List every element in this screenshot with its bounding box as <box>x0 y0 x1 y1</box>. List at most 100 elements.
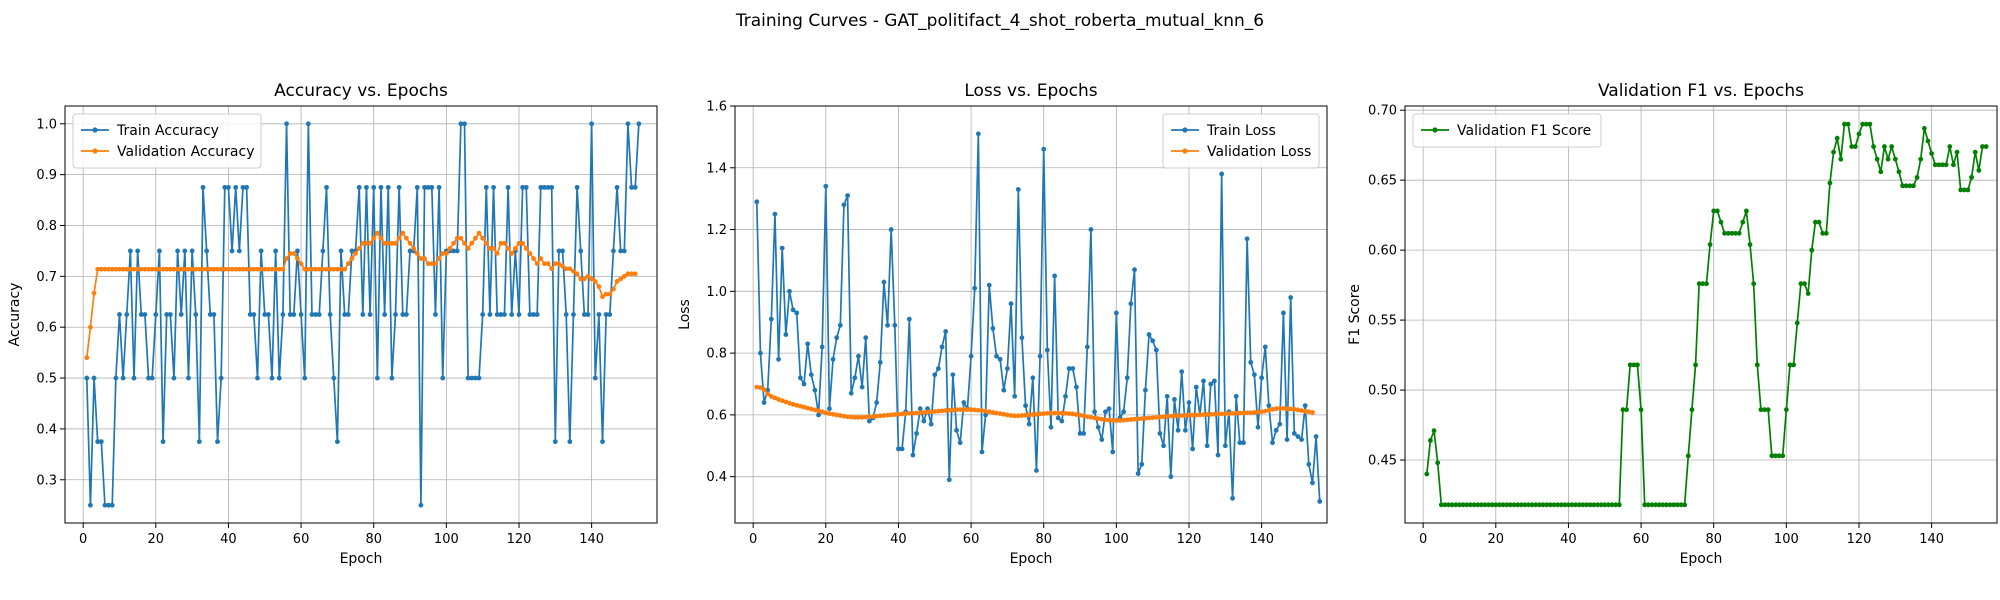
f1-data-point <box>1627 362 1633 368</box>
f1-data-point <box>1591 502 1597 508</box>
loss-data-point <box>1001 411 1007 417</box>
f1-data-point <box>1783 407 1789 413</box>
loss-data-point <box>1088 414 1094 420</box>
loss-data-point <box>939 408 945 414</box>
loss-data-point <box>928 409 934 415</box>
loss-data-point <box>1277 406 1283 411</box>
f1-data-point <box>1791 362 1797 368</box>
f1-data-point <box>1667 502 1673 508</box>
loss-data-point <box>1270 406 1275 412</box>
f1-data-point <box>1947 144 1953 149</box>
f1-data-point <box>1653 502 1658 508</box>
loss-xtick-label: 100 <box>1104 532 1129 547</box>
f1-data-point <box>1831 149 1836 155</box>
accuracy-ytick-label: 0.5 <box>36 372 57 387</box>
accuracy-data-point <box>404 312 409 317</box>
loss-data-point <box>1175 413 1181 419</box>
f1-data-point <box>1507 502 1513 508</box>
f1-data-point <box>1740 219 1746 225</box>
loss-data-point <box>1186 400 1192 405</box>
f1-data-point <box>1449 502 1455 508</box>
accuracy-data-point <box>229 248 235 254</box>
loss-data-point <box>797 375 803 381</box>
accuracy-data-point <box>349 256 355 261</box>
accuracy-data-point <box>345 261 351 267</box>
loss-data-point <box>1128 301 1134 307</box>
f1-xtick-label: 20 <box>1488 532 1505 547</box>
f1-data-point <box>1595 502 1600 508</box>
loss-legend: Train Loss Validation Loss <box>1162 113 1320 169</box>
loss-data-point <box>1084 344 1090 350</box>
loss-data-point <box>965 407 970 413</box>
loss-data-point <box>1230 495 1235 501</box>
f1-data-point <box>1773 453 1778 459</box>
f1-legend: Validation F1 Score <box>1412 113 1602 148</box>
accuracy-data-point <box>302 266 308 272</box>
accuracy-data-point <box>327 312 333 317</box>
f1-data-point <box>1896 169 1902 175</box>
accuracy-data-point <box>378 235 384 241</box>
f1-data-point <box>1867 121 1873 127</box>
accuracy-data-point <box>592 279 598 284</box>
accuracy-data-point <box>418 256 424 261</box>
accuracy-legend-label: Validation Accuracy <box>117 144 255 160</box>
loss-data-point <box>1030 375 1036 381</box>
loss-data-point <box>1244 236 1250 242</box>
accuracy-data-point <box>102 266 108 272</box>
loss-data-point <box>1128 417 1134 422</box>
accuracy-data-point <box>273 248 279 254</box>
accuracy-data-point <box>153 312 159 317</box>
loss-data-point <box>827 411 832 417</box>
f1-data-point <box>1762 407 1767 413</box>
loss-data-point <box>1121 417 1127 423</box>
accuracy-legend-marker <box>92 127 98 133</box>
f1-data-point <box>1711 208 1717 214</box>
accuracy-data-point <box>596 284 602 289</box>
accuracy-data-point <box>505 245 511 251</box>
f1-data-point <box>1780 453 1786 459</box>
loss-data-point <box>994 353 999 359</box>
loss-data-point <box>1019 335 1025 341</box>
f1-data-point <box>1424 471 1430 477</box>
loss-data-point <box>896 411 901 417</box>
f1-plot-area <box>1404 105 1998 524</box>
loss-data-point <box>1212 378 1217 384</box>
accuracy-data-point <box>117 312 122 317</box>
f1-data-point <box>1885 156 1891 162</box>
f1-data-point <box>1813 219 1818 225</box>
loss-data-point <box>1001 387 1007 393</box>
loss-data-point <box>874 400 880 405</box>
accuracy-data-point <box>592 375 598 381</box>
accuracy-data-point <box>614 279 620 284</box>
loss-data-point <box>1179 369 1185 375</box>
accuracy-data-point <box>509 312 515 317</box>
accuracy-data-point <box>255 266 260 272</box>
f1-data-point <box>1889 144 1895 149</box>
loss-data-point <box>808 372 814 378</box>
f1-data-point <box>1693 362 1698 368</box>
accuracy-data-point <box>233 266 239 272</box>
f1-data-point <box>1722 230 1728 236</box>
loss-data-point <box>1124 417 1130 423</box>
loss-data-point <box>1201 412 1206 417</box>
f1-series-0 <box>1424 121 1989 508</box>
loss-data-point <box>1004 412 1010 418</box>
accuracy-data-point <box>418 502 424 508</box>
accuracy-legend-box <box>72 113 262 169</box>
loss-data-point <box>1139 416 1145 421</box>
f1-data-point <box>1845 121 1851 127</box>
loss-data-point <box>790 401 796 407</box>
f1-data-point <box>1856 131 1862 137</box>
accuracy-data-point <box>425 184 431 190</box>
loss-data-point <box>754 199 760 205</box>
loss-data-point <box>794 402 800 408</box>
accuracy-ytick-label: 0.7 <box>36 270 57 285</box>
loss-data-point <box>859 384 865 390</box>
f1-ytick-label: 0.65 <box>1368 174 1397 189</box>
f1-data-point <box>1936 162 1942 168</box>
accuracy-ylabel: Accuracy <box>7 283 23 347</box>
accuracy-data-point <box>153 266 159 272</box>
accuracy-data-point <box>276 266 282 272</box>
accuracy-data-point <box>88 324 93 330</box>
loss-legend-label: Validation Loss <box>1207 144 1311 160</box>
